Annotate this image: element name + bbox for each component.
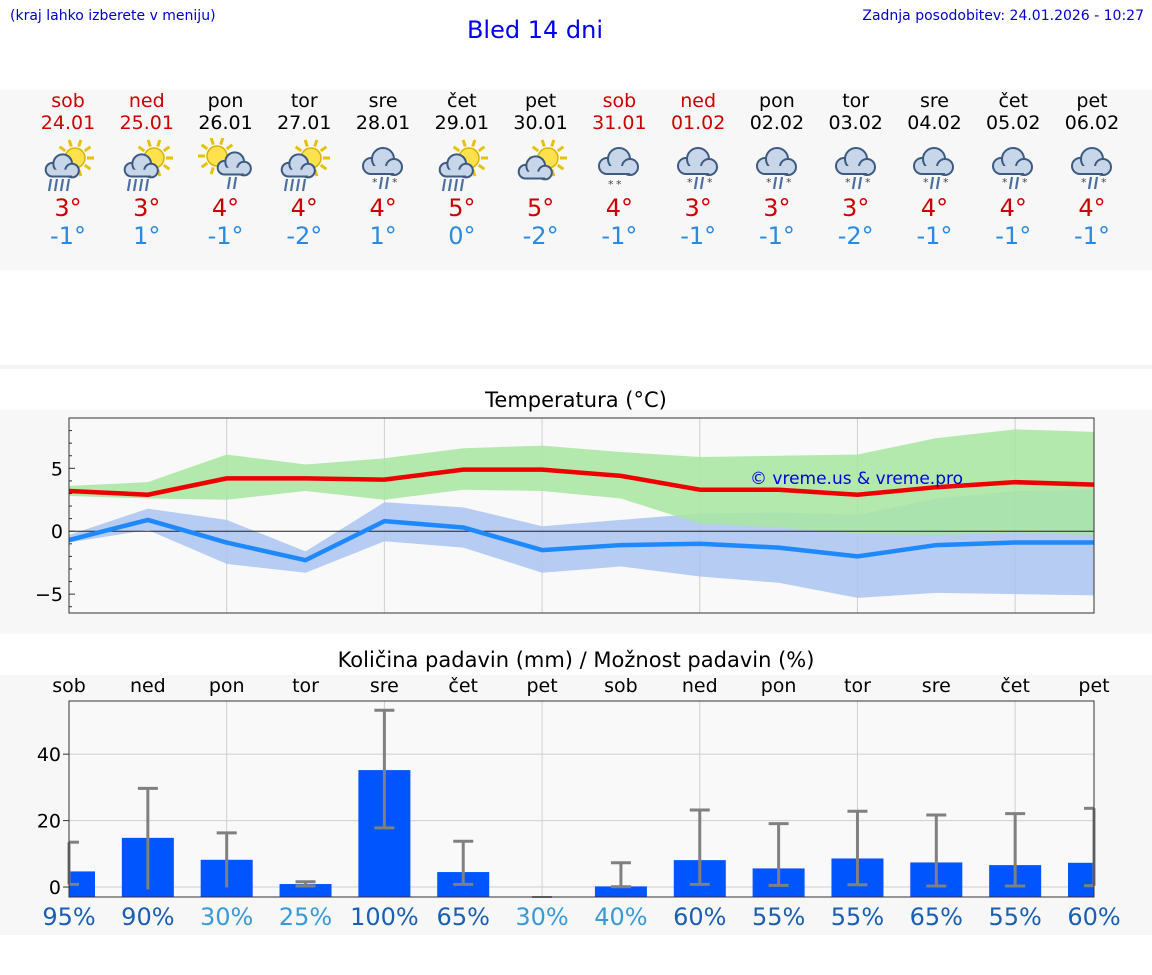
- precipitation-probability: 65%: [891, 903, 981, 931]
- precipitation-probability: 30%: [497, 903, 587, 931]
- precipitation-probability: 60%: [1049, 903, 1139, 931]
- precipitation-chart: 0 20 40: [0, 0, 1152, 975]
- precipitation-probability: 25%: [261, 903, 351, 931]
- precipitation-day-label: sob: [581, 675, 661, 697]
- precipitation-probability: 55%: [734, 903, 824, 931]
- precipitation-day-label: tor: [266, 675, 346, 697]
- y-tick-label: 0: [49, 877, 61, 899]
- precipitation-day-label: ned: [108, 675, 188, 697]
- precipitation-day-label: pon: [187, 675, 267, 697]
- precipitation-day-label: pon: [739, 675, 819, 697]
- y-tick-label: 40: [37, 744, 61, 766]
- precipitation-day-label: čet: [975, 675, 1055, 697]
- precipitation-probability: 30%: [182, 903, 272, 931]
- precipitation-probability: 60%: [655, 903, 745, 931]
- precipitation-day-label: ned: [660, 675, 740, 697]
- precipitation-day-label: pet: [502, 675, 582, 697]
- precipitation-probability: 65%: [418, 903, 508, 931]
- precipitation-probability: 40%: [576, 903, 666, 931]
- precipitation-day-label: tor: [817, 675, 897, 697]
- precipitation-probability: 100%: [339, 903, 429, 931]
- precipitation-day-label: pet: [1054, 675, 1134, 697]
- precipitation-day-label: sre: [896, 675, 976, 697]
- precipitation-day-label: sre: [344, 675, 424, 697]
- precipitation-day-label: čet: [423, 675, 503, 697]
- precipitation-bar: [1068, 863, 1094, 897]
- precipitation-probability: 55%: [970, 903, 1060, 931]
- precipitation-probability: 95%: [24, 903, 114, 931]
- precipitation-probability: 55%: [812, 903, 902, 931]
- precipitation-probability: 90%: [103, 903, 193, 931]
- y-tick-label: 20: [37, 811, 61, 833]
- precipitation-day-label: sob: [29, 675, 109, 697]
